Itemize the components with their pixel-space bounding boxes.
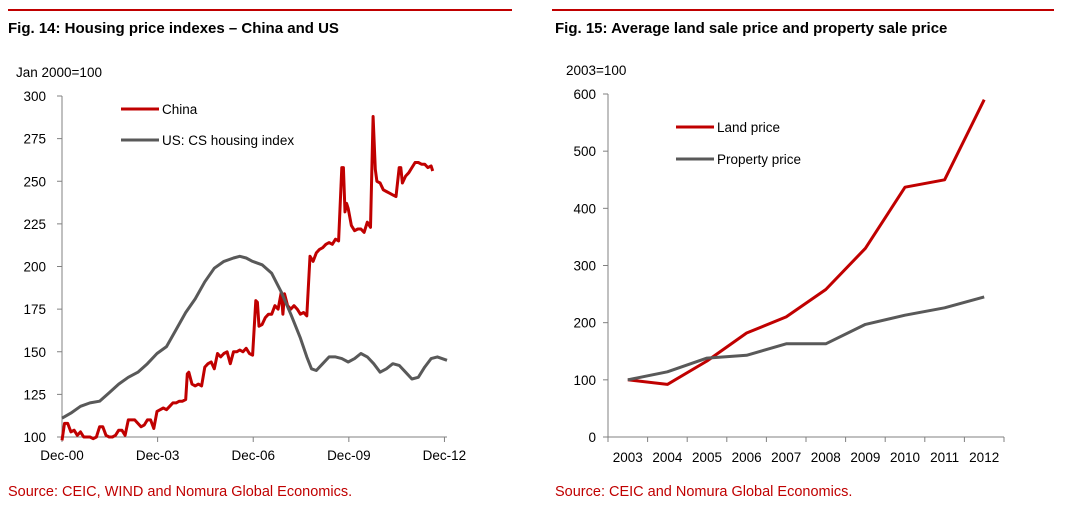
figure-title: Fig. 15: Average land sale price and pro… — [555, 20, 948, 37]
x-tick-label: 2007 — [771, 450, 801, 465]
y-tick-label: 250 — [23, 174, 46, 189]
x-tick-label: 2010 — [890, 450, 920, 465]
source-note: Source: CEIC and Nomura Global Economics… — [555, 484, 853, 500]
x-tick-label: Dec-09 — [327, 448, 371, 463]
legend-label: Property price — [717, 152, 801, 167]
series-line-land-price — [627, 99, 986, 386]
y-axis-unit-label: 2003=100 — [566, 63, 626, 78]
y-axis-unit-label: Jan 2000=100 — [16, 65, 102, 80]
x-tick-label: 2003 — [613, 450, 643, 465]
x-tick-label: Dec-12 — [423, 448, 467, 463]
figure-title: Fig. 14: Housing price indexes – China a… — [8, 20, 339, 37]
y-tick-label: 200 — [23, 260, 46, 275]
y-tick-label: 200 — [573, 316, 596, 331]
y-tick-label: 225 — [23, 217, 46, 232]
series-line-china — [60, 115, 435, 441]
x-tick-label: 2012 — [969, 450, 999, 465]
y-tick-label: 300 — [573, 259, 596, 274]
y-tick-label: 300 — [23, 89, 46, 104]
x-tick-label: 2005 — [692, 450, 722, 465]
x-tick-label: Dec-00 — [40, 448, 84, 463]
x-tick-label: 2008 — [811, 450, 841, 465]
y-tick-label: 150 — [23, 345, 46, 360]
title-rule — [8, 9, 512, 11]
y-tick-label: 100 — [23, 430, 46, 445]
figure-14-panel: Fig. 14: Housing price indexes – China a… — [0, 0, 520, 510]
figure-15-panel: Fig. 15: Average land sale price and pro… — [548, 0, 1070, 510]
x-tick-label: 2009 — [850, 450, 880, 465]
y-tick-label: 600 — [573, 87, 596, 102]
y-tick-label: 175 — [23, 302, 46, 317]
x-tick-label: 2011 — [930, 450, 959, 465]
y-tick-label: 125 — [23, 387, 46, 402]
housing-price-chart: Jan 2000=100 100 125 150 175 200 225 250 275 300 D… — [16, 65, 467, 463]
legend-label: US: CS housing index — [162, 133, 294, 148]
series-line-property-price — [627, 295, 985, 382]
y-tick-label: 400 — [573, 201, 596, 216]
y-tick-label: 500 — [573, 144, 596, 159]
y-tick-label: 275 — [23, 132, 46, 147]
land-property-price-chart: 2003=100 0 100 200 300 400 500 600 2003 2004 2005 2… — [566, 63, 1005, 465]
series-line-us — [61, 254, 448, 420]
y-tick-label: 100 — [573, 373, 596, 388]
y-tick-label: 0 — [588, 430, 596, 445]
legend-label: Land price — [717, 120, 780, 135]
source-note: Source: CEIC, WIND and Nomura Global Eco… — [8, 484, 353, 500]
legend-label: China — [162, 102, 198, 117]
x-tick-label: Dec-03 — [136, 448, 180, 463]
x-tick-label: 2006 — [732, 450, 762, 465]
x-tick-label: Dec-06 — [231, 448, 275, 463]
title-rule — [552, 9, 1054, 11]
x-tick-label: 2004 — [652, 450, 683, 465]
